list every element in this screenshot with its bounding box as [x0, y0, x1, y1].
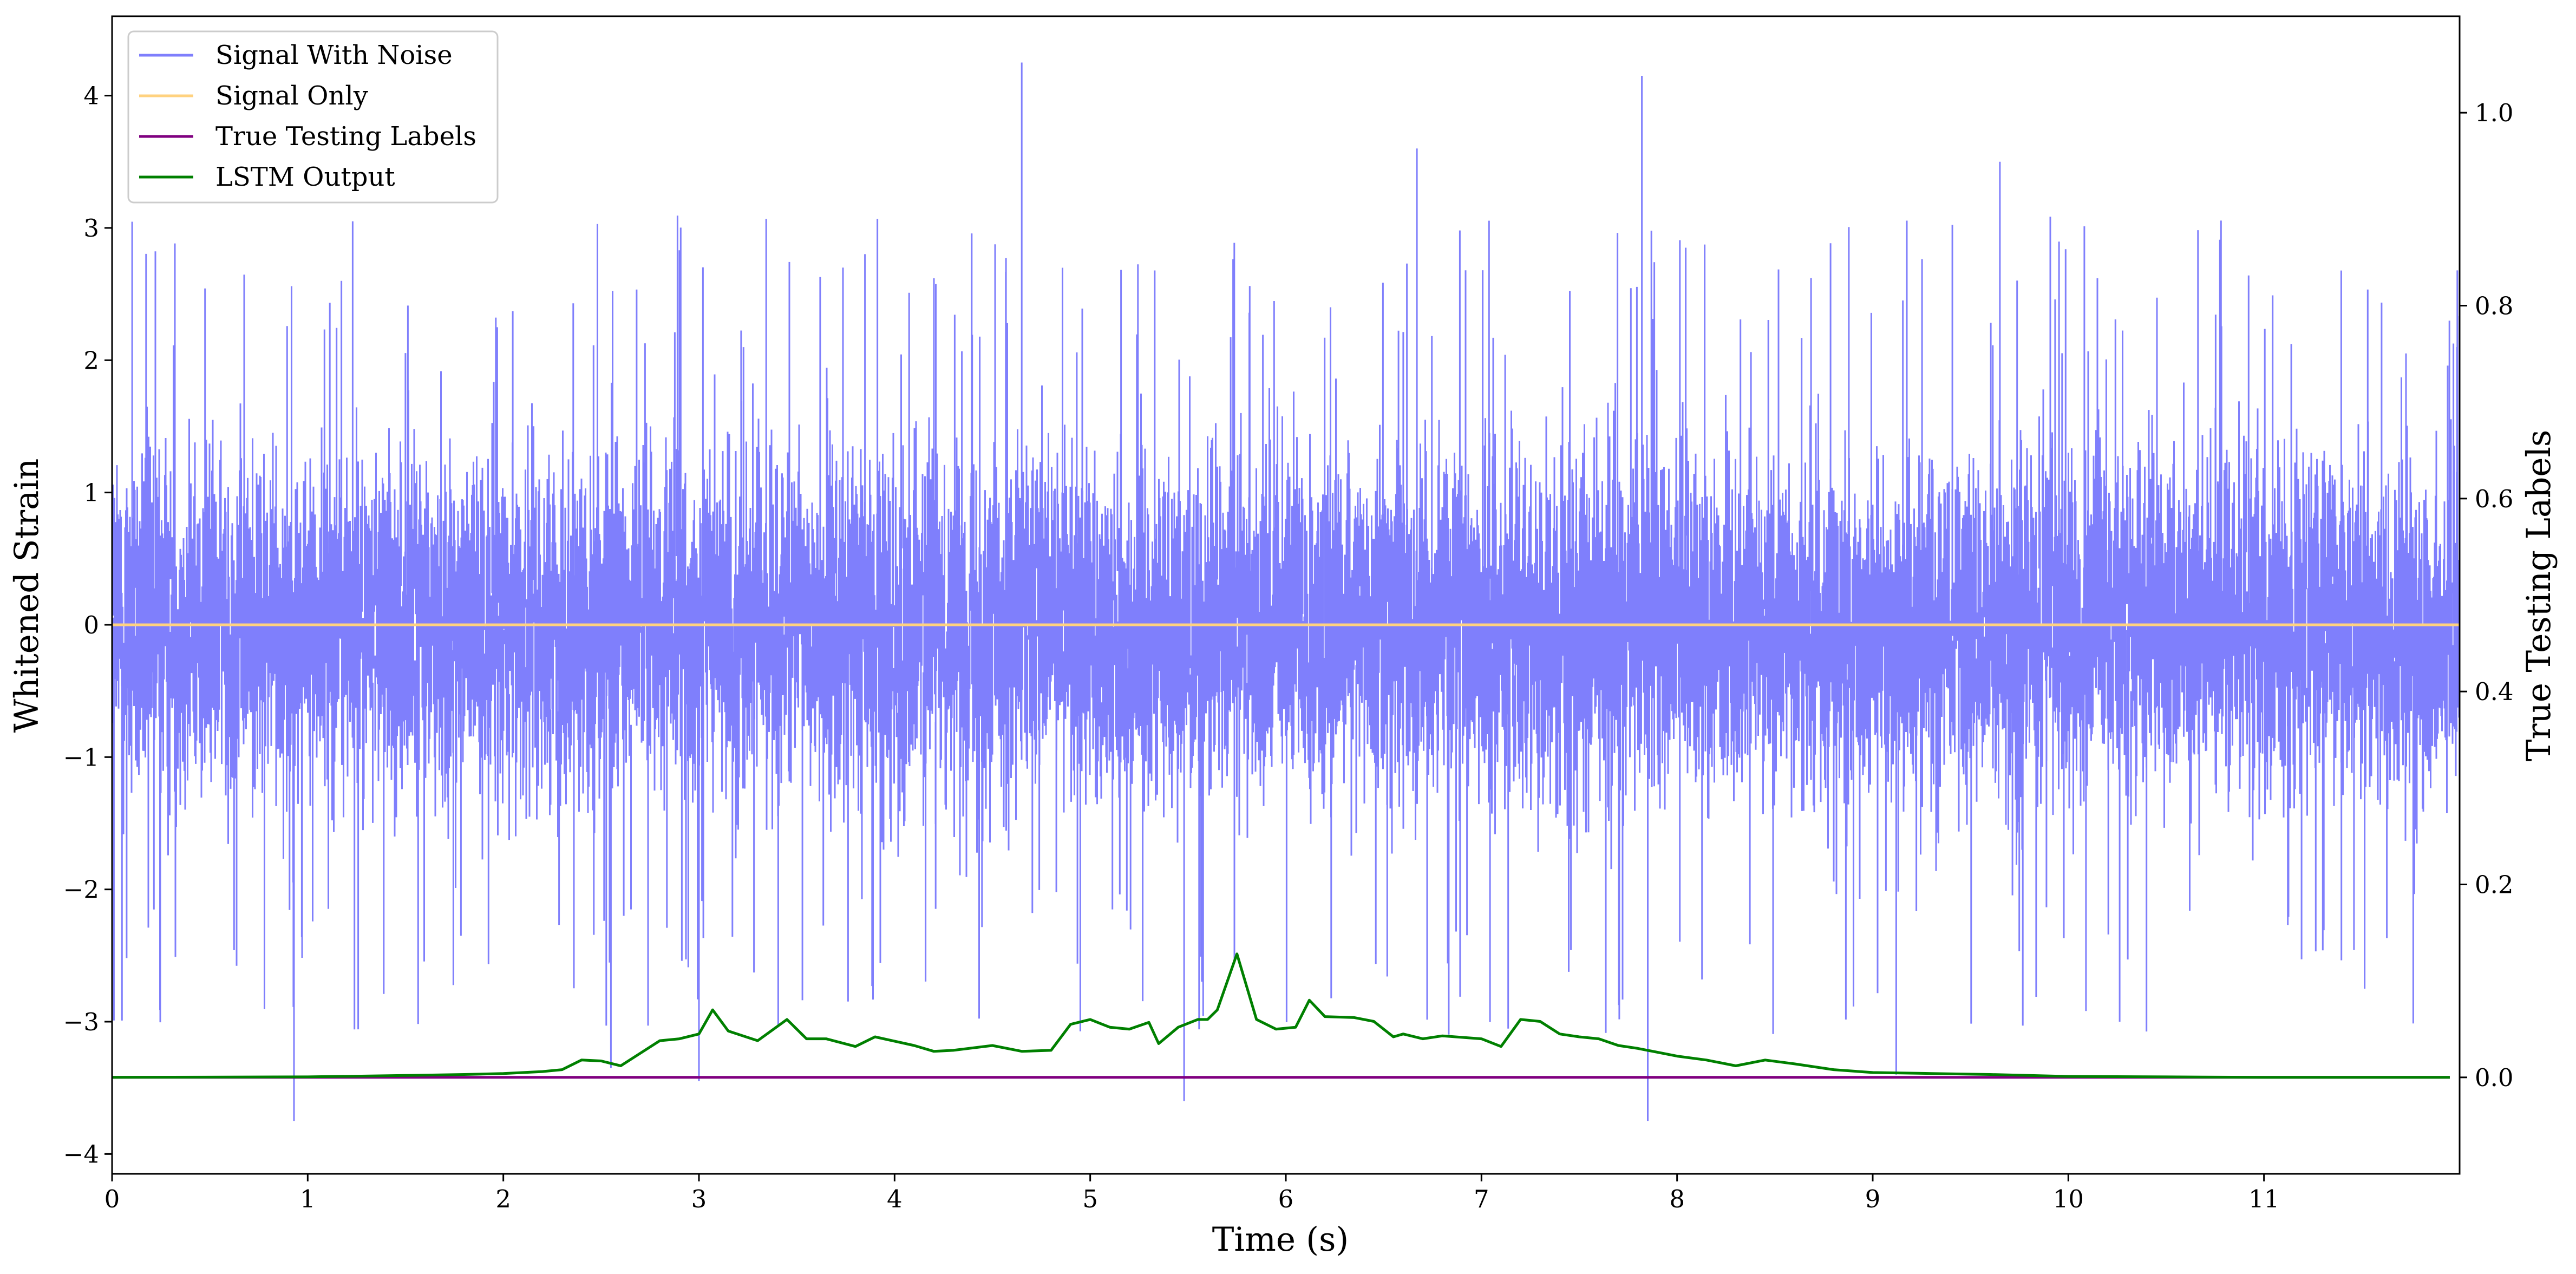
y-axis-title: Whitened Strain: [8, 459, 46, 733]
y-right-tick-label: 0.6: [2475, 485, 2514, 513]
x-tick-label: 10: [2053, 1185, 2084, 1213]
x-tick-label: 1: [300, 1185, 316, 1213]
y-tick-label: 2: [83, 346, 99, 375]
y-tick-label: 0: [83, 611, 99, 639]
x-tick-label: 7: [1474, 1185, 1489, 1213]
y-tick-label: −3: [63, 1008, 99, 1036]
y-axis-right: 0.0 0.2 0.4 0.6 0.8 1.0: [2460, 99, 2514, 1092]
x-tick-label: 4: [887, 1185, 903, 1213]
legend-box: [127, 30, 499, 204]
signal-with-noise-line: [112, 62, 2460, 1121]
legend-label-lstm-output: LSTM Output: [215, 162, 395, 192]
x-tick-label: 11: [2248, 1185, 2279, 1213]
y-right-tick-label: 0.4: [2475, 677, 2514, 706]
y-right-tick-label: 0.8: [2475, 292, 2514, 321]
legend-label-signal-only: Signal Only: [215, 81, 368, 111]
signal-with-noise-path: [112, 62, 2460, 1121]
x-tick-label: 5: [1082, 1185, 1098, 1213]
y-right-tick-label: 0.0: [2475, 1063, 2514, 1092]
legend: Signal With Noise Signal Only True Testi…: [127, 30, 499, 204]
lstm-output-line: [112, 952, 2450, 1079]
y-tick-label: −4: [63, 1140, 99, 1168]
x-tick-label: 0: [104, 1185, 120, 1213]
x-axis: 0 1 2 3 4 5 6 7 8 9 10 11: [104, 1174, 2279, 1213]
x-tick-label: 3: [691, 1185, 707, 1213]
y-right-tick-label: 0.2: [2475, 871, 2514, 899]
y-right-tick-label: 1.0: [2475, 99, 2514, 127]
y-tick-label: 1: [83, 479, 99, 507]
y-tick-label: −1: [63, 743, 99, 772]
x-tick-label: 8: [1669, 1185, 1685, 1213]
y-axis-left: −4 −3 −2 −1 0 1 2 3 4: [63, 82, 112, 1168]
y-axis-right-title: True Testing Labels: [2520, 430, 2558, 762]
y-tick-label: 4: [83, 82, 99, 110]
x-tick-label: 9: [1865, 1185, 1881, 1213]
legend-label-true-testing-labels: True Testing Labels: [215, 121, 476, 152]
x-tick-label: 2: [495, 1185, 511, 1213]
legend-label-signal-with-noise: Signal With Noise: [215, 40, 453, 70]
y-tick-label: 3: [83, 214, 99, 243]
y-tick-label: −2: [63, 876, 99, 904]
x-tick-label: 6: [1278, 1185, 1294, 1213]
x-axis-title: Time (s): [1212, 1220, 1349, 1259]
